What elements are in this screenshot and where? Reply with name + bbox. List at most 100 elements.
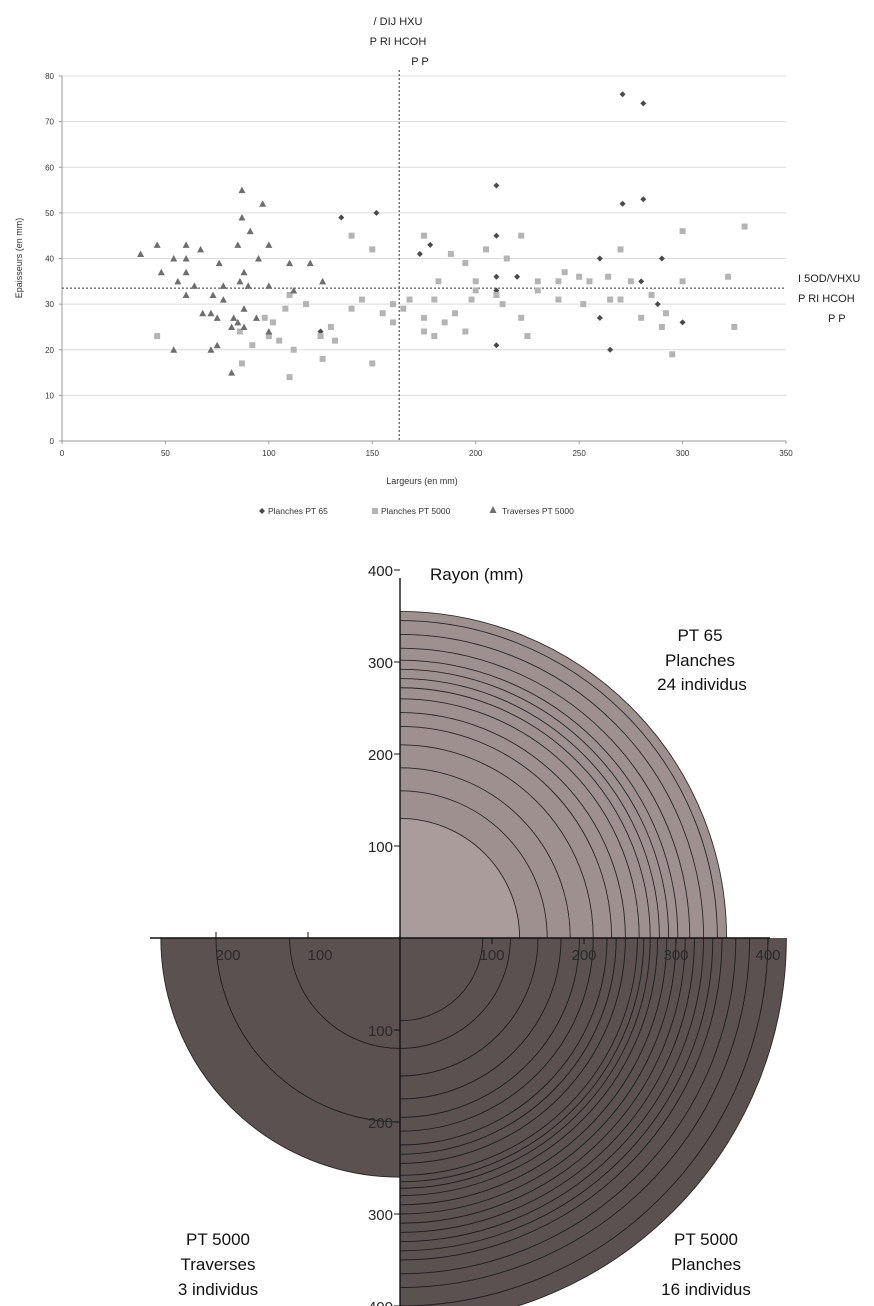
ring-br-21	[399, 937, 751, 1289]
x-tick-label-350: 350	[779, 449, 793, 458]
tick-label-up-400: 400	[368, 563, 393, 580]
point-triangle-27	[182, 291, 190, 298]
legend-marker-planches-pt5000	[372, 508, 378, 514]
ring-br-17	[399, 937, 705, 1243]
point-square-18	[555, 278, 562, 285]
ring-br-18	[399, 937, 714, 1252]
ring-br-22	[399, 937, 769, 1306]
data-points	[137, 91, 748, 381]
point-square-53	[731, 323, 738, 330]
point-square-62	[249, 342, 256, 349]
ring-br-4	[399, 937, 580, 1118]
point-square-11	[561, 269, 568, 276]
ring-tr-9	[399, 668, 670, 939]
point-diamond-11	[658, 255, 665, 262]
point-triangle-19	[236, 277, 244, 285]
point-square-27	[389, 301, 396, 308]
point-square-33	[648, 292, 655, 298]
ring-br-10	[399, 937, 645, 1183]
point-diamond-19	[679, 319, 686, 326]
ring-br-7	[399, 937, 617, 1155]
quadrant-fill-bl	[160, 938, 400, 1178]
point-triangle-35	[252, 314, 260, 321]
tick-label-up-100: 100	[368, 839, 393, 856]
point-square-38	[348, 305, 355, 312]
point-triangle-7	[153, 241, 161, 248]
point-square-40	[400, 305, 407, 312]
mean-width-annotation-1: / DIJ HXU	[374, 16, 423, 28]
point-triangle-30	[199, 309, 207, 317]
point-diamond-1	[640, 100, 647, 107]
legend-label-planches-pt5000: Planches PT 5000	[381, 506, 451, 516]
point-diamond-9	[416, 250, 423, 257]
point-triangle-37	[240, 323, 248, 330]
point-square-21	[679, 278, 686, 285]
point-triangle-4	[265, 241, 273, 248]
point-triangle-12	[215, 259, 223, 267]
pt5000-traverses-label-3: 3 individus	[178, 1280, 258, 1299]
ring-tr-10	[399, 659, 679, 939]
pt5000-planches-label-2: Planches	[671, 1255, 741, 1274]
y-tick-label-40: 40	[45, 255, 54, 264]
point-square-50	[441, 319, 448, 326]
ring-tr-6	[399, 698, 640, 939]
inner-fill-tr	[400, 818, 520, 938]
ring-bl-2	[160, 937, 401, 1178]
point-triangle-31	[207, 309, 215, 317]
point-square-19	[586, 278, 593, 285]
ring-tr-13	[399, 620, 718, 939]
point-triangle-2	[246, 227, 254, 235]
ring-br-6	[399, 937, 608, 1146]
point-square-42	[452, 310, 459, 317]
point-square-14	[725, 273, 732, 280]
point-triangle-34	[240, 305, 248, 312]
ring-br-15	[399, 937, 686, 1224]
point-triangle-33	[230, 314, 238, 321]
ring-axis-title: Rayon (mm)	[430, 565, 524, 584]
ring-br-3	[399, 937, 562, 1100]
y-tick-label-70: 70	[45, 118, 54, 127]
point-square-54	[658, 323, 665, 330]
point-square-7	[617, 246, 624, 253]
ring-bl-0	[289, 937, 401, 1049]
point-triangle-25	[290, 286, 298, 294]
point-diamond-12	[493, 273, 500, 280]
ring-br-1	[399, 937, 511, 1049]
point-square-8	[447, 250, 454, 257]
point-diamond-10	[596, 255, 603, 262]
tick-label-right-400: 400	[755, 947, 780, 964]
point-triangle-15	[306, 259, 314, 267]
point-triangle-8	[182, 241, 190, 248]
quadrant-traverses-pt5000	[160, 937, 401, 1178]
point-square-43	[518, 314, 525, 321]
point-triangle-16	[157, 268, 165, 276]
legend-label-traverses-pt5000: Traverses PT 5000	[502, 506, 574, 516]
ring-br-23	[516, 937, 787, 1306]
ring-tr-5	[399, 712, 626, 939]
point-triangle-11	[182, 255, 190, 262]
x-tick-label-300: 300	[676, 449, 690, 458]
ring-bl-1	[215, 937, 401, 1123]
point-square-1	[679, 228, 686, 235]
point-triangle-36	[234, 318, 242, 326]
ring-br-2	[399, 937, 539, 1077]
ring-tr-14	[399, 610, 728, 939]
ring-br-20	[399, 937, 737, 1275]
mean-thickness-annotation-2: P RI HCOH	[798, 293, 855, 305]
point-square-4	[348, 232, 355, 239]
mean-thickness-annotation-1: I 5OD/VHXU	[798, 273, 860, 285]
ring-br-13	[399, 937, 668, 1206]
y-tick-label-80: 80	[45, 72, 54, 81]
tick-label-up-300: 300	[368, 655, 393, 672]
point-square-35	[303, 301, 310, 308]
quadrant-fill-tr	[400, 611, 727, 938]
point-triangle-20	[244, 282, 252, 289]
legend-marker-planches-pt65	[259, 508, 265, 514]
point-square-37	[282, 305, 289, 312]
x-tick-label-50: 50	[161, 449, 170, 458]
x-tick-label-200: 200	[469, 449, 483, 458]
point-diamond-18	[596, 314, 603, 321]
point-diamond-13	[514, 273, 521, 280]
ring-tr-1	[399, 790, 548, 939]
y-tick-label-60: 60	[45, 163, 54, 172]
